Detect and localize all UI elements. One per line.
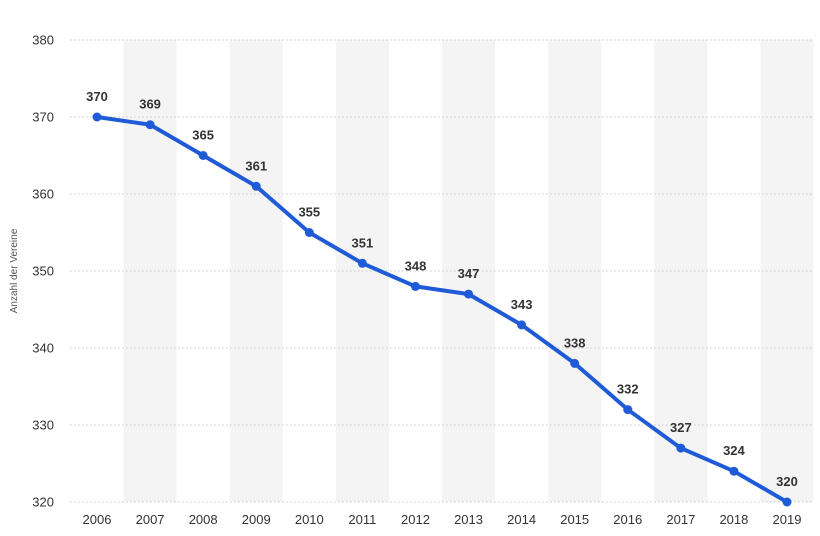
x-tick-label: 2010 [295,512,324,527]
data-point [570,358,580,368]
data-label: 355 [298,205,320,220]
data-point [410,281,420,291]
x-tick-label: 2007 [136,512,165,527]
data-point [464,289,474,299]
series-line [95,115,789,504]
y-tick-label: 380 [32,33,54,48]
data-label: 338 [564,335,586,350]
data-point [92,112,102,122]
x-tick-label: 2006 [83,512,112,527]
y-tick-label: 360 [32,187,54,202]
data-point [729,466,739,476]
x-tick-label: 2009 [242,512,271,527]
data-point [304,228,314,237]
y-tick-label: 350 [32,264,54,279]
y-tick-label: 340 [32,341,54,356]
data-label: 320 [776,474,798,489]
x-tick-label: 2008 [189,512,218,527]
data-point [145,120,155,130]
data-point [357,258,367,268]
data-point [623,405,633,415]
data-label: 324 [723,443,745,458]
data-point [517,320,527,330]
x-tick-label: 2013 [454,512,483,527]
x-tick-label: 2012 [401,512,430,527]
x-tick-label: 2018 [719,512,748,527]
y-axis-label: Anzahl der Vereine [9,228,20,313]
x-tick-label: 2015 [560,512,589,527]
data-label: 361 [245,158,267,173]
y-tick-label: 370 [32,110,54,125]
data-point [198,151,208,160]
data-label: 343 [511,297,533,312]
series-group [92,112,792,507]
grid-lines [70,39,814,503]
data-point [782,497,792,507]
y-axis-ticks: 320 330 340 350 360 370 380 [32,33,54,510]
x-tick-label: 2019 [773,512,802,527]
x-axis-ticks: 2006 2007 2008 2009 2010 2011 2012 2013 2014 2015… [83,512,802,527]
data-label: 332 [617,382,639,397]
data-labels: 370 369 365 361 355 351 348 347 343 338 332 327 324 3… [86,89,798,489]
data-label: 348 [405,258,427,273]
x-tick-label: 2016 [613,512,642,527]
y-tick-label: 330 [32,418,54,433]
x-tick-label: 2014 [507,512,536,527]
data-label: 369 [139,97,161,112]
y-tick-label: 320 [32,495,54,510]
data-label: 370 [86,89,108,104]
data-label: 351 [352,235,374,250]
data-point [676,443,686,453]
data-point [251,181,261,191]
data-label: 347 [458,266,480,281]
x-tick-label: 2017 [666,512,695,527]
x-tick-label: 2011 [348,512,376,527]
data-label: 365 [192,128,214,143]
data-label: 327 [670,420,692,435]
